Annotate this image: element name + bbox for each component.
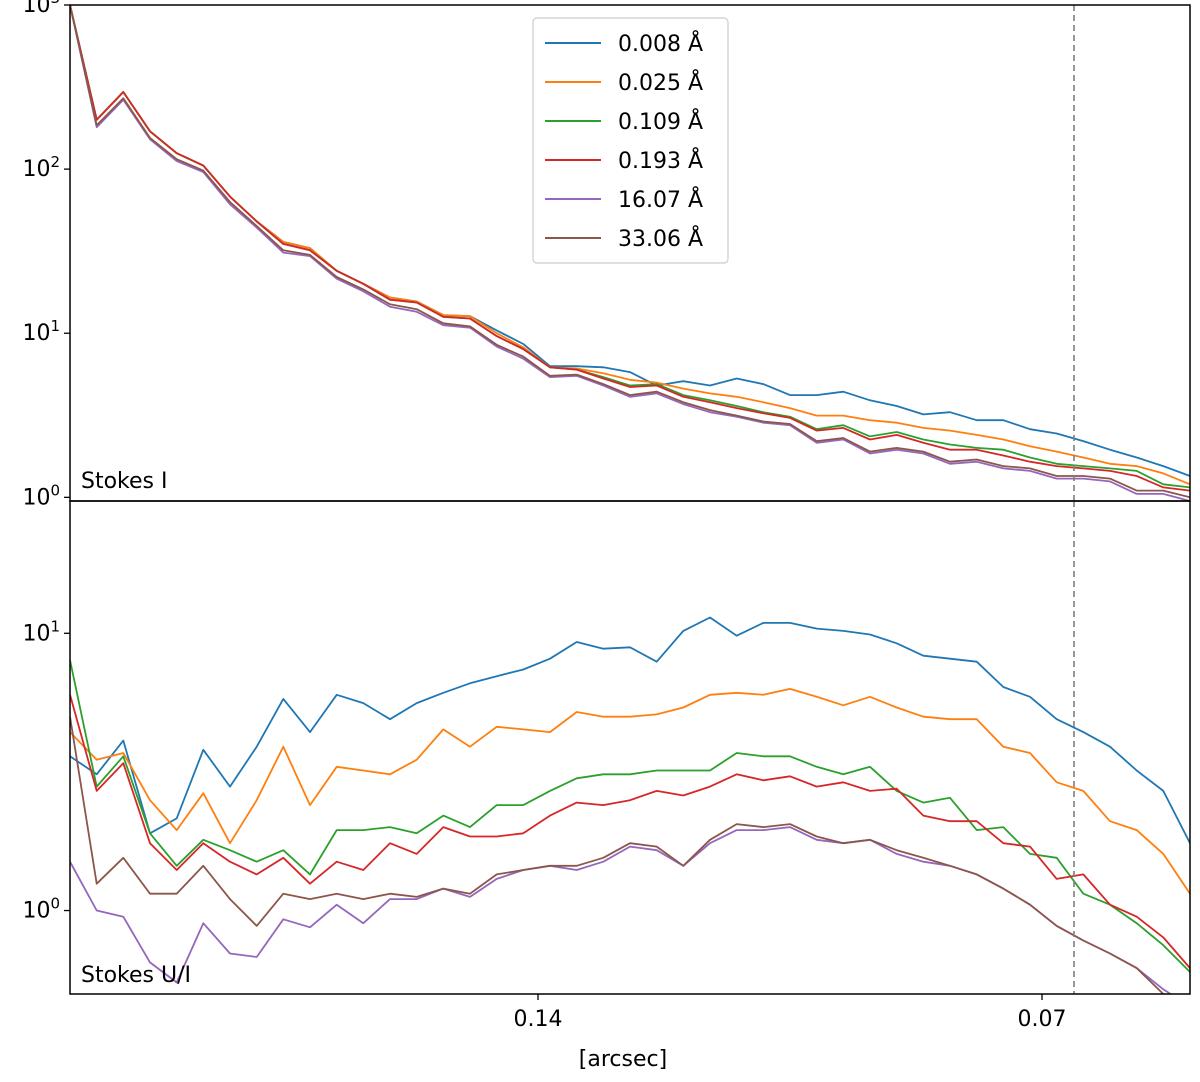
stokes-i-ytick-label: 102	[22, 153, 60, 182]
stokes-ui-yaxis-ticks: 100 101	[22, 617, 70, 924]
xtick-label: 0.14	[514, 1007, 563, 1032]
stokes-i-ytick-label: 101	[22, 317, 60, 346]
x-axis-ticks: 0.14 0.07	[514, 994, 1067, 1032]
stokes-i-label: Stokes I	[81, 469, 168, 494]
legend-entry-label: 0.109 Å	[618, 108, 703, 135]
stokes-ui-lines	[70, 616, 1190, 994]
legend-entry-label: 0.025 Å	[618, 69, 703, 96]
stokes-ui-panel: 100 101 0.14 0.07 Stokes U/I [arcsec]	[22, 500, 1191, 1072]
stokes-ui-series-0	[70, 616, 1190, 844]
legend-entry-label: 33.06 Å	[618, 225, 703, 252]
stokes-i-ytick-label: 103	[22, 0, 60, 18]
stokes-ui-ytick-label: 101	[22, 617, 60, 646]
stokes-ui-label: Stokes U/I	[81, 963, 191, 988]
stokes-i-yaxis-ticks: 100 101 102 103	[22, 0, 70, 510]
stokes-i-lines	[70, 5, 1190, 501]
stokes-i-series-4	[70, 5, 1190, 501]
stokes-ui-series-5	[70, 716, 1166, 994]
legend-entry-label: 16.07 Å	[618, 186, 703, 213]
legend-box	[532, 17, 729, 264]
stokes-i-panel: 100 101 102 103 Stokes I 0.008 Å 0.025 Å 0.10…	[22, 0, 1191, 510]
stokes-i-series-5	[70, 5, 1190, 499]
stokes-ui-ytick-label: 100	[22, 895, 60, 924]
stokes-ui-series-2	[70, 660, 1190, 973]
xtick-label: 0.07	[1018, 1007, 1067, 1032]
stokes-ui-series-3	[70, 694, 1190, 969]
legend-entry-label: 0.008 Å	[618, 30, 703, 57]
legend-entry-label: 0.193 Å	[618, 147, 703, 174]
x-axis-label: [arcsec]	[579, 1047, 667, 1072]
legend: 0.008 Å 0.025 Å 0.109 Å 0.193 Å 16.07 Å 33.06…	[532, 17, 729, 264]
stokes-i-series-3	[70, 5, 1190, 492]
stokes-i-ytick-label: 100	[22, 481, 60, 510]
stokes-ui-series-1	[70, 688, 1190, 895]
stokes-ui-frame	[69, 500, 1191, 995]
